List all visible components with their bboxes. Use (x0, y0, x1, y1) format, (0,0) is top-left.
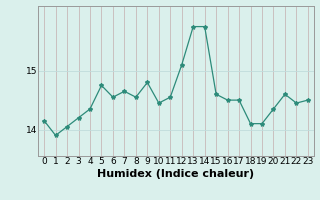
X-axis label: Humidex (Indice chaleur): Humidex (Indice chaleur) (97, 169, 255, 179)
